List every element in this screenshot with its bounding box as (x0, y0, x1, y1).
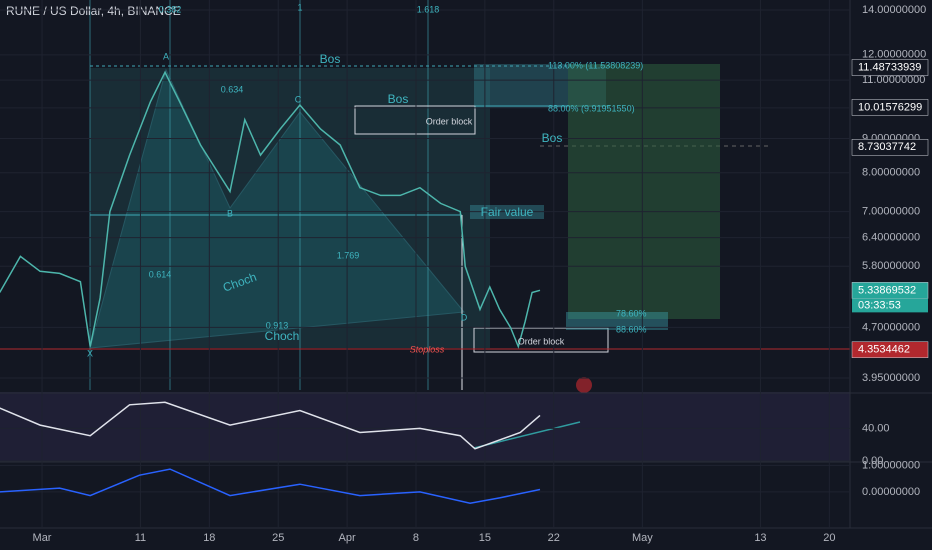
y-tick-label: 4.70000000 (862, 321, 920, 333)
annotation: 1.769 (337, 250, 360, 260)
y-tick-label: 3.95000000 (862, 372, 920, 384)
price-label: 10.01576299 (858, 101, 922, 113)
annotation: X (87, 348, 93, 358)
order-block (354, 105, 476, 135)
annotation: Fair value (481, 205, 534, 219)
x-tick-label: 20 (823, 532, 835, 544)
divergence-line (473, 421, 581, 449)
annotation: D (461, 312, 468, 322)
y-tick-label: 7.00000000 (862, 205, 920, 217)
x-tick-label: Mar (33, 532, 52, 544)
annotation: 0.382 (159, 4, 182, 14)
price-label-box (851, 99, 929, 116)
annotation: C (295, 94, 302, 104)
price-line (0, 70, 541, 349)
annotation: 1 (297, 2, 302, 12)
volume-profile (90, 68, 490, 348)
x-tick-label: 13 (754, 532, 766, 544)
price-label: 5.33869532 (858, 284, 916, 296)
annotation: 78.60% (616, 308, 647, 318)
annotation: 1.618 (417, 4, 440, 14)
annotation: 88.00% (9.91951550) (548, 103, 635, 113)
price-label: 4.3534462 (858, 344, 910, 356)
annotation: 88.60% (616, 324, 647, 334)
annotation: A (163, 51, 169, 61)
annotation: 0.614 (149, 269, 172, 279)
annotation: 113.00% (11.53808239) (548, 60, 643, 70)
x-tick-label: 11 (135, 532, 146, 544)
annotation: 0.913 (266, 320, 289, 330)
x-tick-label: 15 (479, 532, 491, 544)
drawings (0, 0, 850, 449)
y-tick-label: 0.00000000 (862, 486, 920, 498)
x-tick-label: 22 (548, 532, 560, 544)
countdown: 03:33:53 (858, 299, 901, 311)
x-tick-label: 25 (272, 532, 284, 544)
price-label-box (851, 139, 929, 156)
price-line (0, 468, 541, 504)
y-tick-label: 8.00000000 (862, 167, 920, 179)
annotation: 0.634 (221, 84, 244, 94)
y-tick-label: 6.40000000 (862, 232, 920, 244)
price-line (0, 401, 541, 450)
x-tick-label: 8 (413, 532, 419, 544)
annotation: Bos (320, 52, 341, 66)
y-tick-label: 40.00 (862, 422, 890, 434)
annotation: B (227, 208, 233, 218)
annotation: Bos (388, 92, 409, 106)
x-tick-label: Apr (339, 532, 356, 544)
chart-title: RUNE / US Dollar, 4h, BINANCE (6, 4, 181, 18)
x-tick-label: May (632, 532, 653, 544)
price-label-box (851, 341, 929, 358)
y-tick-label: 1.00000000 (862, 459, 920, 471)
annotation: Stoploss (410, 344, 445, 354)
y-tick-label: 11.00000000 (862, 74, 925, 86)
order-block (473, 327, 609, 353)
rsi-pane (0, 392, 850, 462)
y-tick-label: 0.00 (862, 455, 883, 467)
annotation: Order block (518, 336, 565, 346)
annotation: Bos (542, 131, 563, 145)
y-tick-label: 12.00000000 (862, 49, 926, 61)
annotation: Order block (426, 116, 473, 126)
y-tick-label: 14.00000000 (862, 4, 926, 16)
harmonic-pattern (89, 68, 465, 349)
price-label: 11.48733939 (858, 61, 921, 73)
annotation: Choch (265, 329, 300, 343)
y-tick-label: 5.80000000 (862, 260, 920, 272)
icon (576, 377, 592, 393)
long-position (568, 64, 720, 319)
price-label: 8.73037742 (858, 141, 916, 153)
price-label-box (851, 59, 929, 76)
countdown-box (852, 298, 928, 313)
x-tick-label: 18 (203, 532, 215, 544)
